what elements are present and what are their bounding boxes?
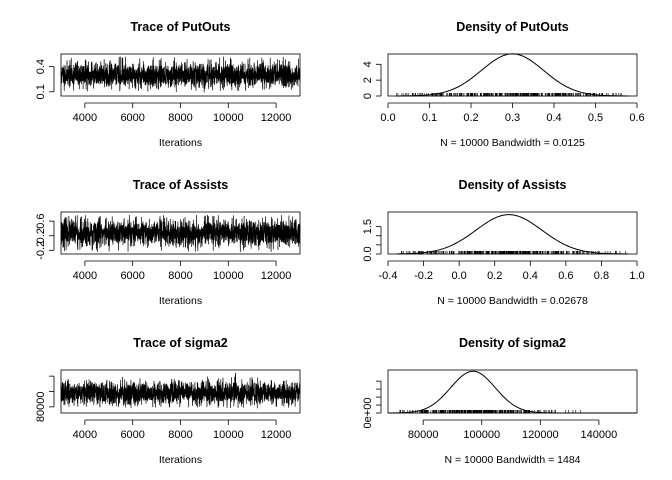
panel-3: Trace of Assists 4000 6000 8000 10000 12000 It… [35, 178, 301, 307]
y-tick-label: 0.1 [35, 84, 47, 99]
density-curve-assists [396, 214, 629, 255]
x-axis-label: N = 10000 Bandwidth = 0.0125 [440, 137, 585, 149]
x-tick-label: 12000 [261, 270, 292, 282]
x-tick-label: 140000 [581, 429, 618, 441]
x-tick-label: 80000 [408, 429, 439, 441]
y-axis: 0e+00 [362, 380, 382, 429]
x-tick-label: 10000 [213, 429, 244, 441]
x-tick-label: 0.6 [558, 270, 573, 282]
x-tick-label: 8000 [168, 270, 192, 282]
x-tick-label: 0.4 [546, 112, 561, 124]
y-axis: -0.20.20.6 [35, 213, 55, 260]
x-tick-label: 6000 [120, 429, 144, 441]
x-axis: 4000 6000 8000 10000 12000 [73, 260, 292, 282]
panel-5: Trace of sigma2 4000 6000 8000 10000 12000 Ite… [35, 336, 301, 466]
panel-title: Density of Assists [459, 178, 567, 192]
panel-6: Density of sigma2 80000 100000 120000 140000… [362, 336, 638, 466]
x-tick-label: -0.4 [379, 270, 398, 282]
y-tick-label: 0.4 [35, 59, 47, 74]
y-axis: 0.1 0.4 [35, 59, 55, 99]
plot-frame [387, 53, 638, 97]
x-tick-label: 8000 [168, 429, 192, 441]
x-tick-label: 0.2 [487, 270, 502, 282]
panel-title: Trace of Assists [133, 178, 228, 192]
y-axis: 0 2 4 [362, 61, 382, 99]
y-tick-label: 2 [362, 77, 374, 83]
x-tick-label: 4000 [73, 429, 97, 441]
panel-1: Trace of PutOuts 4000 6000 8000 10000 12000 It… [35, 20, 301, 149]
x-axis-label: Iterations [159, 137, 202, 149]
x-axis-label: N = 10000 Bandwidth = 0.02678 [437, 295, 588, 307]
y-tick-label: 4 [362, 61, 374, 67]
rug-marks [396, 93, 622, 97]
density-curve-sigma2 [387, 370, 637, 414]
x-tick-label: 4000 [73, 270, 97, 282]
rug-marks [401, 251, 626, 255]
panel-4: Density of Assists -0.4 -0.2 0.0 0.2 0.4 0.6 0.… [362, 178, 645, 307]
density-curve-putouts [396, 53, 629, 97]
x-tick-label: 8000 [168, 112, 192, 124]
plot-frame [387, 369, 638, 414]
y-tick-label: 0.6 [35, 213, 47, 228]
x-tick-label: 6000 [120, 112, 144, 124]
x-tick-label: 10000 [213, 270, 244, 282]
rug-marks [399, 410, 581, 414]
y-tick-label: -0.2 [35, 241, 47, 260]
x-axis-label: N = 10000 Bandwidth = 1484 [444, 454, 580, 466]
panel-2: Density of PutOuts 0.0 0.1 0.2 0.3 0.4 0.5 0.6 N… [362, 20, 645, 149]
x-tick-label: 0.2 [463, 112, 478, 124]
x-axis: 4000 6000 8000 10000 12000 [73, 102, 292, 124]
y-tick-label: 0.0 [362, 246, 374, 261]
x-tick-label: 4000 [73, 112, 97, 124]
trace-line-sigma2 [60, 372, 301, 409]
x-tick-label: 100000 [463, 429, 500, 441]
x-tick-label: 6000 [120, 270, 144, 282]
x-tick-label: 0.8 [594, 270, 609, 282]
x-tick-label: 0.6 [629, 112, 644, 124]
x-axis: -0.4 -0.2 0.0 0.2 0.4 0.6 0.8 1.0 [379, 260, 645, 282]
x-tick-label: 0.1 [422, 112, 437, 124]
plot-frame [387, 211, 638, 255]
x-axis: 80000 100000 120000 140000 [408, 419, 618, 441]
trace-line-putouts [60, 56, 301, 93]
x-tick-label: 0.0 [451, 270, 466, 282]
y-tick-label: 1.5 [362, 219, 374, 234]
y-tick-label: 0.2 [35, 228, 47, 243]
x-tick-label: 0.5 [588, 112, 603, 124]
x-axis: 0.0 0.1 0.2 0.3 0.4 0.5 0.6 [380, 102, 645, 124]
x-tick-label: 12000 [261, 429, 292, 441]
y-tick-label: 0 [362, 93, 374, 99]
y-axis: 80000 [35, 375, 55, 423]
y-tick-label: 80000 [35, 392, 47, 423]
x-tick-label: 0.3 [505, 112, 520, 124]
panel-title: Trace of PutOuts [130, 20, 230, 34]
panel-title: Density of sigma2 [459, 336, 566, 350]
x-tick-label: 12000 [261, 112, 292, 124]
trace-line-assists [60, 214, 301, 253]
x-axis-label: Iterations [159, 295, 202, 307]
panel-title: Density of PutOuts [456, 20, 569, 34]
y-axis: 0.0 1.5 [362, 219, 382, 262]
x-tick-label: -0.2 [414, 270, 433, 282]
x-tick-label: 0.4 [523, 270, 538, 282]
x-axis-label: Iterations [159, 454, 202, 466]
x-tick-label: 120000 [522, 429, 559, 441]
x-axis: 4000 6000 8000 10000 12000 [73, 419, 292, 441]
panel-title: Trace of sigma2 [133, 336, 228, 350]
x-tick-label: 10000 [213, 112, 244, 124]
x-tick-label: 1.0 [629, 270, 644, 282]
x-tick-label: 0.0 [380, 112, 395, 124]
y-tick-label: 0e+00 [362, 398, 374, 429]
